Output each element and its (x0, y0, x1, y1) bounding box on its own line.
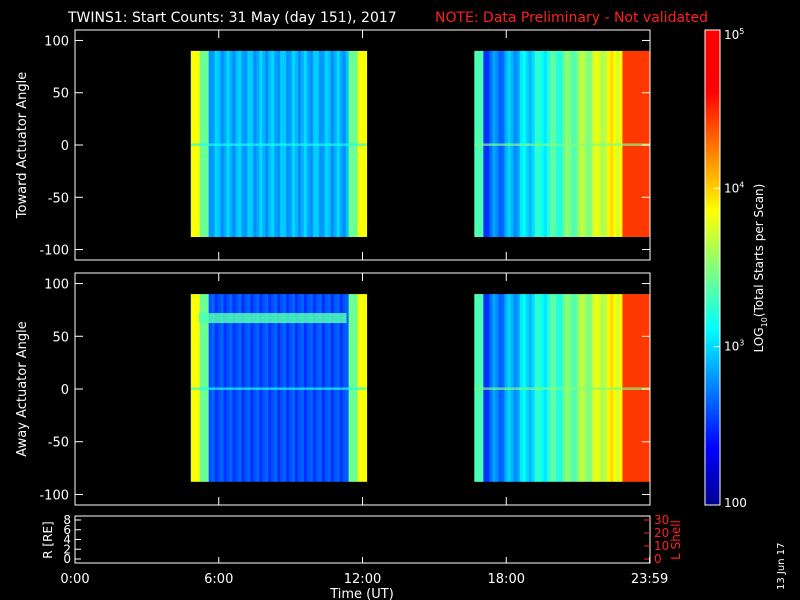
ytick-label: 0 (61, 139, 69, 154)
preliminary-note: NOTE: Data Preliminary - Not validated (435, 10, 708, 26)
figure-title: TWINS1: Start Counts: 31 May (day 151), … (67, 10, 397, 26)
zero-band (474, 387, 650, 390)
ytick-label: 6 (63, 523, 71, 537)
colorbar: 105 104 103 100 LOG10(Total Starts per Scan… (704, 27, 769, 510)
ytick-label: 8 (63, 513, 71, 527)
xtick-label: 0:00 (60, 572, 89, 587)
panel-away-ylabel: Away Actuator Angle (15, 321, 30, 456)
ytick-label: 50 (52, 330, 69, 345)
colorbar-ticks: 105 104 103 100 (714, 27, 747, 510)
ytick-label: 4 (63, 533, 71, 547)
ytick-right-label: 0 (654, 552, 662, 566)
heatmap-away (190, 294, 651, 482)
ytick-label: -50 (48, 436, 69, 451)
ytick-label: 50 (52, 87, 69, 102)
data-block (474, 50, 651, 238)
ytick-label: 0 (63, 552, 71, 566)
upper-band (198, 313, 347, 324)
colorbar-tick-label: 104 (724, 180, 744, 195)
xtick-label: 12:00 (344, 572, 381, 587)
panel-position-ylabel: R [RE] (41, 521, 55, 558)
panel-away: 100 50 0 -50 -100 Away Actuator Angle (15, 272, 651, 506)
zero-band (190, 143, 367, 146)
panel-away-ticks: 100 50 0 -50 -100 (39, 273, 651, 505)
panel-toward-ylabel: Toward Actuator Angle (15, 72, 30, 219)
data-block (190, 294, 368, 482)
zero-band (474, 143, 650, 146)
panel-position-frame (74, 515, 651, 564)
ytick-label: 100 (44, 34, 69, 49)
panel-position-ylabel-right: L Shell (669, 520, 683, 560)
zero-band (190, 387, 367, 390)
ytick-label: -100 (39, 244, 69, 259)
ytick-label: 0 (61, 383, 69, 398)
colorbar-gradient (704, 29, 721, 506)
data-block (474, 294, 651, 482)
date-stamp: 13 Jun 17 (776, 543, 787, 590)
ytick-right-label: 20 (654, 526, 669, 540)
data-block (190, 50, 368, 238)
ytick-right-label: 30 (654, 513, 669, 527)
xaxis-label: Time (UT) (329, 587, 394, 600)
colorbar-label: LOG10(Total Starts per Scan) (752, 184, 769, 353)
xtick-label: 23:59 (631, 572, 668, 587)
xtick-label: 18:00 (488, 572, 525, 587)
ytick-label: -50 (48, 191, 69, 206)
panel-toward: 100 50 0 -50 -100 Toward Actuator Angle (15, 29, 651, 261)
xtick-label: 6:00 (204, 572, 233, 587)
panel-toward-ticks: 100 50 0 -50 -100 (39, 30, 651, 260)
ytick-label: -100 (39, 488, 69, 503)
heatmap-toward (190, 50, 651, 238)
ytick-right-label: 10 (654, 539, 669, 553)
ytick-label: 100 (44, 278, 69, 293)
colorbar-tick-label: 103 (724, 339, 744, 354)
colorbar-tick-label: 105 (724, 27, 744, 42)
colorbar-tick-label: 100 (724, 496, 747, 510)
ytick-label: 2 (63, 542, 71, 556)
